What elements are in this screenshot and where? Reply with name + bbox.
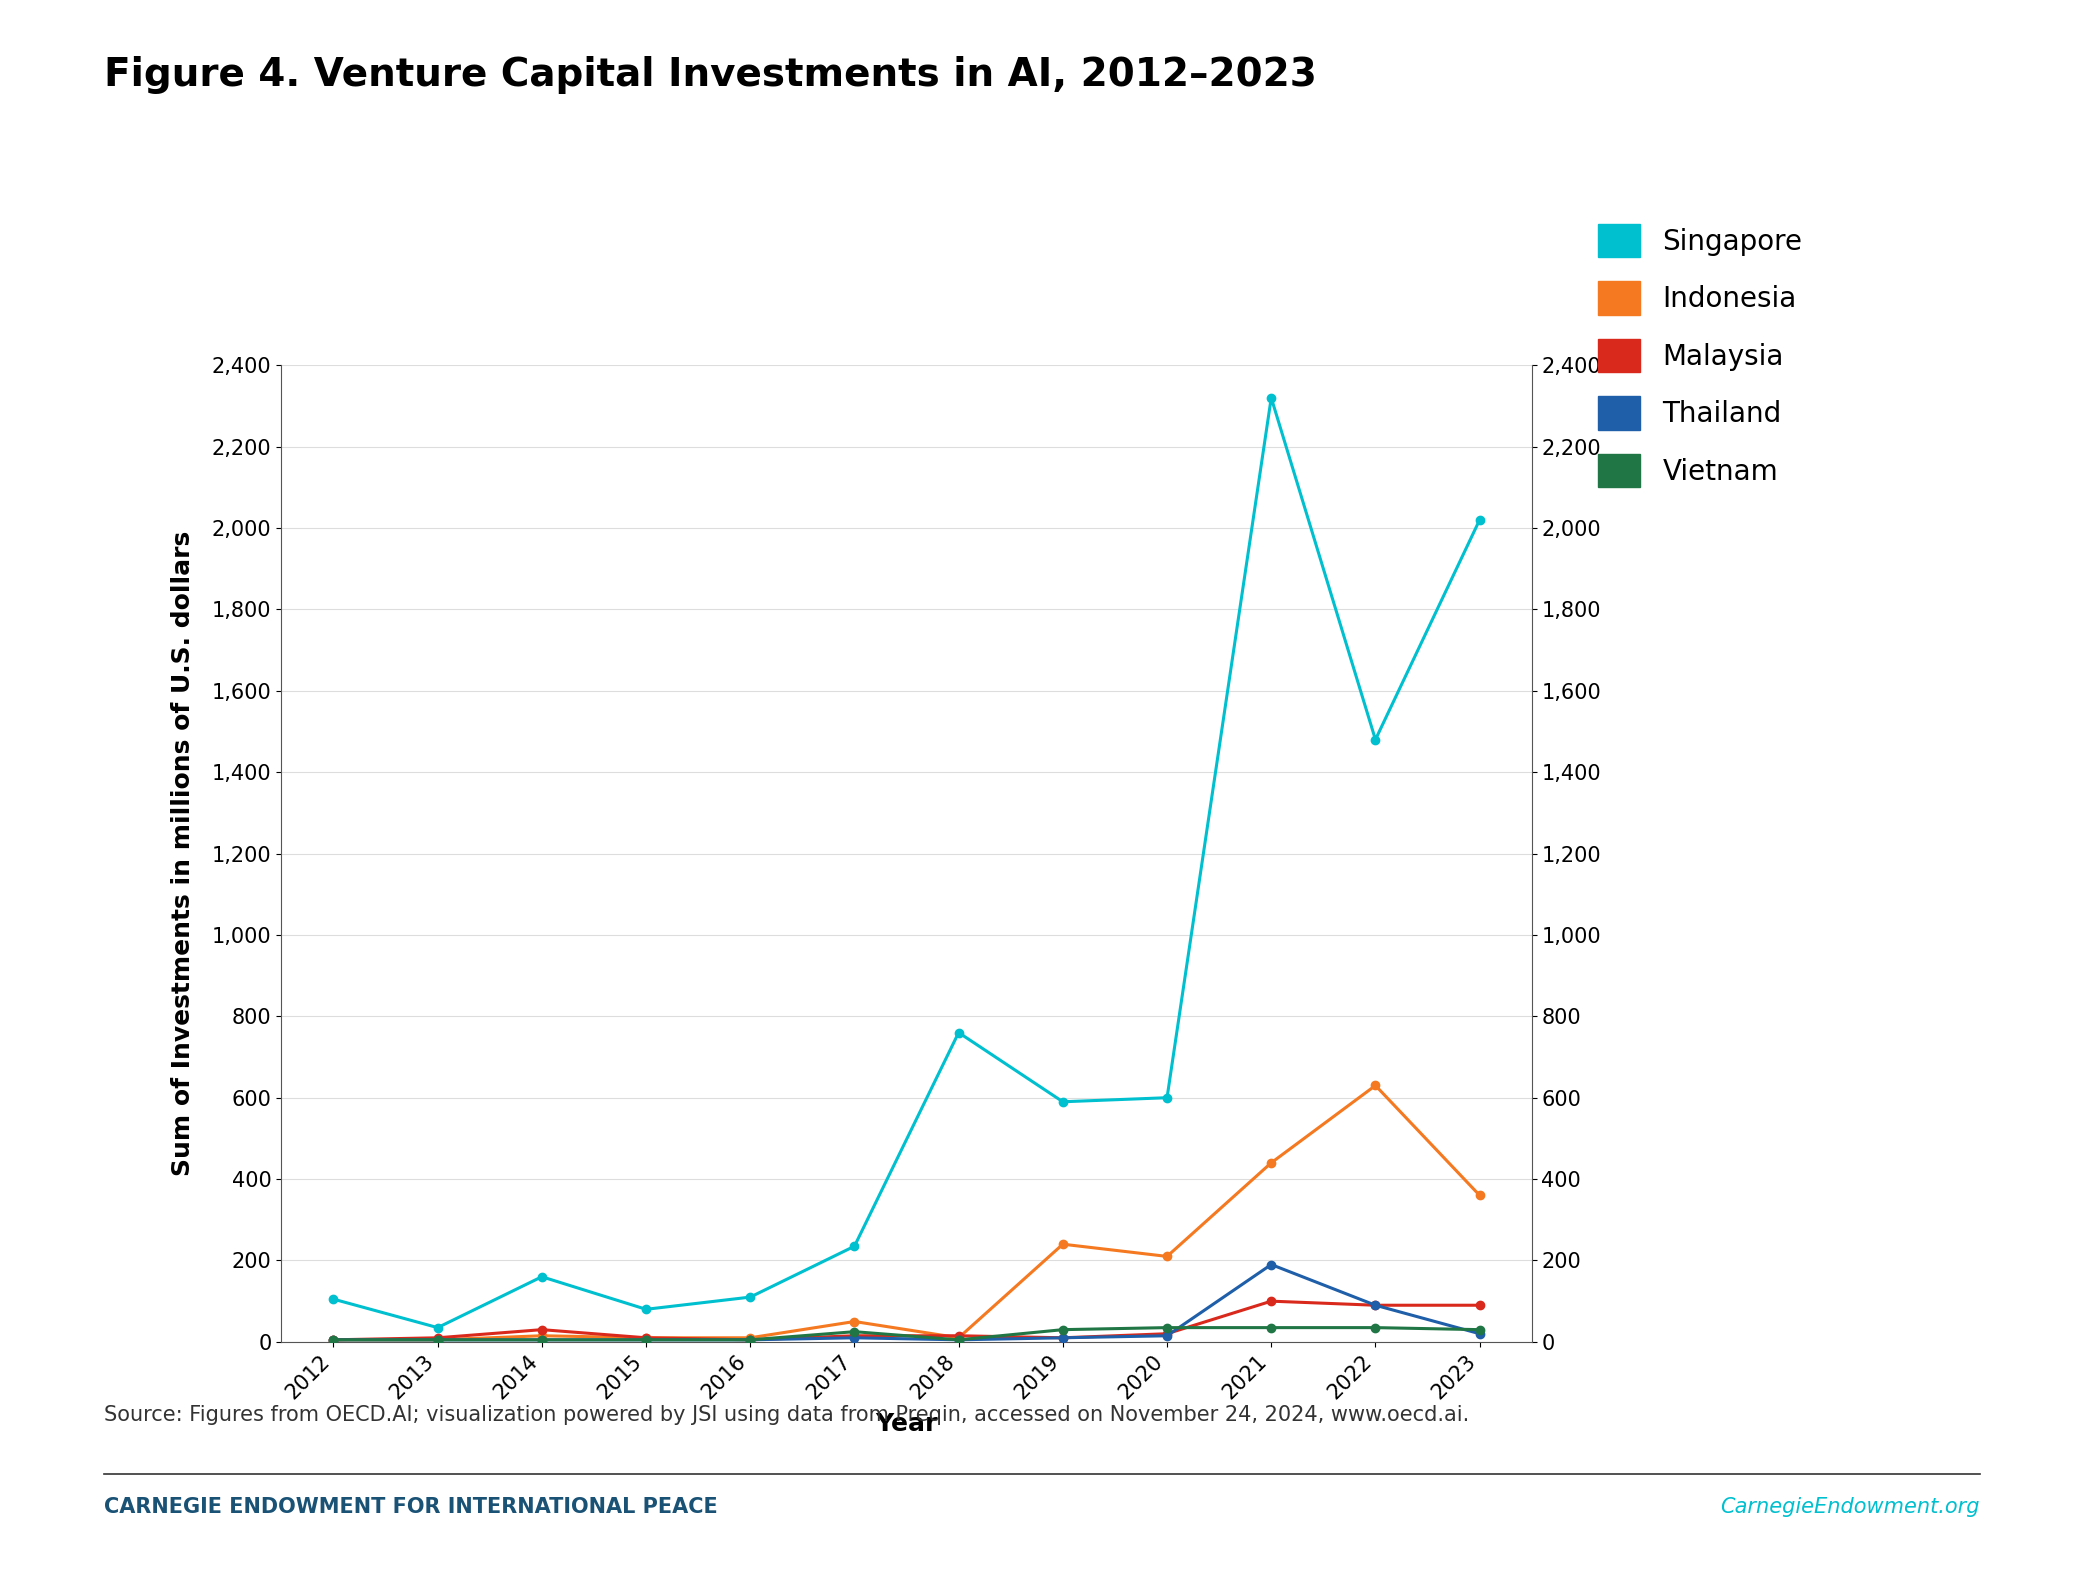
Thailand bbox=[634, 1331, 659, 1350]
Vietnam bbox=[529, 1331, 554, 1350]
Singapore bbox=[425, 1318, 450, 1337]
Indonesia bbox=[1363, 1077, 1388, 1096]
Malaysia bbox=[946, 1326, 971, 1345]
Vietnam bbox=[946, 1331, 971, 1350]
Thailand bbox=[738, 1331, 763, 1350]
Indonesia bbox=[425, 1331, 450, 1350]
Vietnam bbox=[1259, 1318, 1284, 1337]
Line: Singapore: Singapore bbox=[329, 394, 1484, 1332]
Indonesia bbox=[738, 1328, 763, 1347]
Text: Figure 4. Venture Capital Investments in AI, 2012–2023: Figure 4. Venture Capital Investments in… bbox=[104, 56, 1317, 94]
Singapore bbox=[946, 1023, 971, 1042]
Y-axis label: Sum of Investments in millions of U.S. dollars: Sum of Investments in millions of U.S. d… bbox=[171, 530, 196, 1177]
Malaysia bbox=[1467, 1296, 1492, 1315]
Thailand bbox=[425, 1331, 450, 1350]
Singapore bbox=[1363, 730, 1388, 750]
Thailand bbox=[321, 1331, 346, 1350]
Malaysia bbox=[1363, 1296, 1388, 1315]
Singapore bbox=[1259, 387, 1284, 407]
Malaysia bbox=[1050, 1328, 1075, 1347]
Vietnam bbox=[1467, 1320, 1492, 1339]
Singapore bbox=[738, 1288, 763, 1307]
Malaysia bbox=[738, 1331, 763, 1350]
Singapore bbox=[842, 1237, 867, 1256]
Malaysia bbox=[842, 1326, 867, 1345]
Indonesia bbox=[1259, 1153, 1284, 1172]
Singapore bbox=[1155, 1088, 1180, 1107]
Singapore bbox=[1467, 510, 1492, 529]
Line: Vietnam: Vietnam bbox=[329, 1323, 1484, 1343]
Vietnam bbox=[1363, 1318, 1388, 1337]
Line: Thailand: Thailand bbox=[329, 1261, 1484, 1343]
Line: Indonesia: Indonesia bbox=[329, 1081, 1484, 1343]
Legend: Singapore, Indonesia, Malaysia, Thailand, Vietnam: Singapore, Indonesia, Malaysia, Thailand… bbox=[1588, 213, 1813, 499]
Vietnam bbox=[425, 1331, 450, 1350]
Thailand bbox=[529, 1331, 554, 1350]
Thailand bbox=[1259, 1255, 1284, 1274]
Thailand bbox=[946, 1331, 971, 1350]
Thailand bbox=[1155, 1326, 1180, 1345]
Malaysia bbox=[1155, 1324, 1180, 1343]
Thailand bbox=[842, 1328, 867, 1347]
Indonesia bbox=[529, 1326, 554, 1345]
Vietnam bbox=[842, 1323, 867, 1342]
Text: CarnegieEndowment.org: CarnegieEndowment.org bbox=[1719, 1497, 1980, 1518]
Indonesia bbox=[1155, 1247, 1180, 1266]
Malaysia bbox=[1259, 1291, 1284, 1310]
Thailand bbox=[1050, 1328, 1075, 1347]
Thailand bbox=[1363, 1296, 1388, 1315]
Text: Source: Figures from OECD.AI; visualization powered by JSI using data from Preqi: Source: Figures from OECD.AI; visualizat… bbox=[104, 1405, 1469, 1426]
Indonesia bbox=[842, 1312, 867, 1331]
Indonesia bbox=[321, 1331, 346, 1350]
Vietnam bbox=[321, 1331, 346, 1350]
Indonesia bbox=[634, 1328, 659, 1347]
Malaysia bbox=[634, 1328, 659, 1347]
Singapore bbox=[1050, 1093, 1075, 1112]
Text: CARNEGIE ENDOWMENT FOR INTERNATIONAL PEACE: CARNEGIE ENDOWMENT FOR INTERNATIONAL PEA… bbox=[104, 1497, 719, 1518]
Singapore bbox=[634, 1299, 659, 1318]
Singapore bbox=[529, 1267, 554, 1286]
Vietnam bbox=[634, 1331, 659, 1350]
Vietnam bbox=[738, 1331, 763, 1350]
Malaysia bbox=[425, 1328, 450, 1347]
Indonesia bbox=[946, 1328, 971, 1347]
Vietnam bbox=[1050, 1320, 1075, 1339]
X-axis label: Year: Year bbox=[875, 1412, 938, 1436]
Indonesia bbox=[1050, 1235, 1075, 1255]
Malaysia bbox=[529, 1320, 554, 1339]
Thailand bbox=[1467, 1324, 1492, 1343]
Singapore bbox=[321, 1289, 346, 1309]
Line: Malaysia: Malaysia bbox=[329, 1297, 1484, 1343]
Malaysia bbox=[321, 1331, 346, 1350]
Indonesia bbox=[1467, 1186, 1492, 1205]
Vietnam bbox=[1155, 1318, 1180, 1337]
